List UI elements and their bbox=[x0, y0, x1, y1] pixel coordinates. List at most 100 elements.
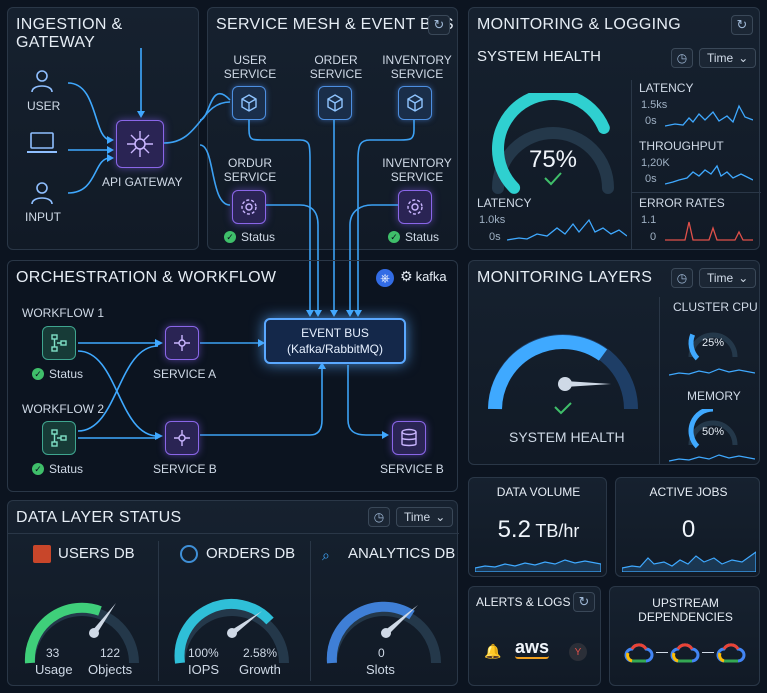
workflow2-label: WORKFLOW 2 bbox=[22, 402, 105, 416]
api-gateway-label: API GATEWAY bbox=[102, 175, 183, 189]
database-icon bbox=[401, 428, 417, 447]
google-cloud-icon bbox=[624, 643, 654, 663]
clock-icon: ◷ bbox=[676, 51, 688, 65]
clock-icon: ◷ bbox=[373, 510, 385, 524]
workflow-connectors bbox=[77, 339, 163, 440]
service-b-node[interactable] bbox=[165, 421, 199, 455]
ordur-service-node[interactable] bbox=[232, 190, 266, 224]
clock-button[interactable]: ◷ bbox=[671, 48, 693, 68]
ordur-service-label: ORDUR SERVICE bbox=[223, 156, 277, 184]
users-b-val: 122 bbox=[100, 646, 121, 660]
workflow1-label: WORKFLOW 1 bbox=[22, 306, 105, 320]
orchestration-panel: ORCHESTRATION & WORKFLOW ⎈ ⚙ kafka WORKFL… bbox=[7, 260, 458, 492]
hub-icon bbox=[174, 335, 190, 351]
analytics-a-lbl: Slots bbox=[366, 662, 395, 677]
active-jobs-value: 0 bbox=[681, 516, 696, 543]
cpu-gauge bbox=[688, 332, 738, 361]
throughput-sparkline bbox=[665, 164, 753, 185]
kafka-icon: ⚙ bbox=[400, 268, 413, 284]
clock-button[interactable]: ◷ bbox=[368, 507, 390, 527]
service-b2-label: SERVICE B bbox=[380, 462, 444, 476]
workflow1-node[interactable] bbox=[42, 326, 76, 360]
error-max: 1.1 bbox=[641, 214, 657, 226]
time-dropdown[interactable]: Time ⌄ bbox=[699, 48, 757, 68]
ingestion-title: INGESTION & GATEWAY bbox=[16, 16, 123, 51]
ordur-status: ✓ Status bbox=[224, 230, 275, 244]
inventory-service2-label: INVENTORY SERVICE bbox=[382, 156, 452, 184]
gear-icon bbox=[241, 199, 257, 215]
hub-icon bbox=[127, 131, 153, 157]
data-layer-panel: DATA LAYER STATUS ◷ Time ⌄ USERS DB 33 Us… bbox=[7, 500, 459, 686]
data-volume-value: 5.2 TB/hr bbox=[497, 516, 580, 543]
orchestration-title: ORCHESTRATION & WORKFLOW bbox=[16, 269, 277, 286]
throughput-label: THROUGHPUT bbox=[639, 139, 724, 153]
workflow2-status: ✓ Status bbox=[32, 462, 83, 476]
analytics-a-val: 0 bbox=[378, 646, 385, 660]
service-b2-node[interactable] bbox=[392, 421, 426, 455]
latency2-max: 1.0ks bbox=[479, 214, 506, 226]
error-min: 0 bbox=[650, 231, 657, 243]
user-service-node[interactable] bbox=[232, 86, 266, 120]
user-label: USER bbox=[27, 99, 61, 113]
cube-icon bbox=[327, 94, 343, 112]
analytics-db-icon: ⌕ bbox=[322, 547, 330, 563]
time-dropdown[interactable]: Time ⌄ bbox=[396, 507, 454, 527]
latency-min: 0s bbox=[645, 115, 657, 127]
cube-icon bbox=[407, 94, 423, 112]
input-label: INPUT bbox=[25, 210, 61, 224]
analytics-db-gauge bbox=[326, 601, 441, 664]
data-volume-title: DATA VOLUME bbox=[496, 485, 581, 499]
system-health-gauge bbox=[492, 93, 614, 194]
latency-label: LATENCY bbox=[639, 81, 694, 95]
monitoring-panel: MONITORING & LOGGING ↻ SYSTEM HEALTH ◷ T… bbox=[468, 7, 761, 250]
order-service-node[interactable] bbox=[318, 86, 352, 120]
service-b-label: SERVICE B bbox=[153, 462, 217, 476]
latency2-label: LATENCY bbox=[477, 196, 532, 210]
ingestion-panel: INGESTION & GATEWAY USER INPUT API GATEW… bbox=[7, 7, 199, 250]
refresh-button[interactable]: ↻ bbox=[573, 592, 595, 612]
hub-icon bbox=[174, 430, 190, 446]
refresh-icon: ↻ bbox=[433, 17, 445, 32]
orders-db-gauge bbox=[174, 598, 289, 664]
throughput-max: 1,20K bbox=[641, 157, 670, 169]
orders-db-icon bbox=[180, 545, 198, 563]
laptop-icon bbox=[27, 132, 57, 153]
error-label: ERROR RATES bbox=[639, 196, 725, 210]
memory-sparkline bbox=[669, 454, 755, 462]
memory-gauge bbox=[688, 409, 738, 449]
orders-db-name: ORDERS DB bbox=[206, 545, 296, 562]
layers-health-label: SYSTEM HEALTH bbox=[509, 429, 625, 445]
inventory-status: ✓ Status bbox=[388, 230, 439, 244]
monitoring-title: MONITORING & LOGGING bbox=[477, 16, 681, 33]
system-health-title: SYSTEM HEALTH bbox=[477, 48, 601, 65]
data-volume-sparkline bbox=[475, 559, 601, 572]
alerts-panel: ALERTS & LOGS ↻ 🔔 aws Y bbox=[468, 586, 601, 686]
refresh-button[interactable]: ↻ bbox=[731, 15, 753, 35]
event-bus-node[interactable]: EVENT BUS (Kafka/RabbitMQ) bbox=[264, 318, 406, 364]
user-icon bbox=[31, 70, 53, 93]
time-dropdown[interactable]: Time ⌄ bbox=[699, 268, 757, 288]
latency-sparkline bbox=[665, 104, 753, 127]
active-jobs-panel: ACTIVE JOBS 0 bbox=[615, 477, 760, 577]
users-db-gauge bbox=[24, 602, 139, 664]
users-b-lbl: Objects bbox=[88, 662, 133, 677]
check-icon: ✓ bbox=[224, 231, 236, 243]
google-cloud-icon bbox=[716, 643, 746, 663]
kafka-logo: ⚙ kafka bbox=[400, 268, 447, 284]
refresh-button[interactable]: ↻ bbox=[428, 15, 450, 35]
service-mesh-panel: SERVICE MESH & EVENT BUS ↻ USER SERVICE O… bbox=[207, 7, 458, 250]
workflow2-node[interactable] bbox=[42, 421, 76, 455]
clock-button[interactable]: ◷ bbox=[671, 268, 693, 288]
inventory-service-node[interactable] bbox=[398, 86, 432, 120]
data-layer-title: DATA LAYER STATUS bbox=[16, 509, 182, 526]
chevron-down-icon: ⌄ bbox=[738, 271, 749, 285]
service-a-node[interactable] bbox=[165, 326, 199, 360]
inventory-service2-node[interactable] bbox=[398, 190, 432, 224]
ingestion-connectors bbox=[67, 48, 145, 194]
api-gateway-node[interactable] bbox=[116, 120, 164, 168]
layers-health-gauge bbox=[488, 334, 638, 415]
gear-icon bbox=[407, 199, 423, 215]
order-service-label: ORDER SERVICE bbox=[309, 53, 363, 81]
users-a-val: 33 bbox=[46, 646, 60, 660]
clock-icon: ◷ bbox=[676, 271, 688, 285]
